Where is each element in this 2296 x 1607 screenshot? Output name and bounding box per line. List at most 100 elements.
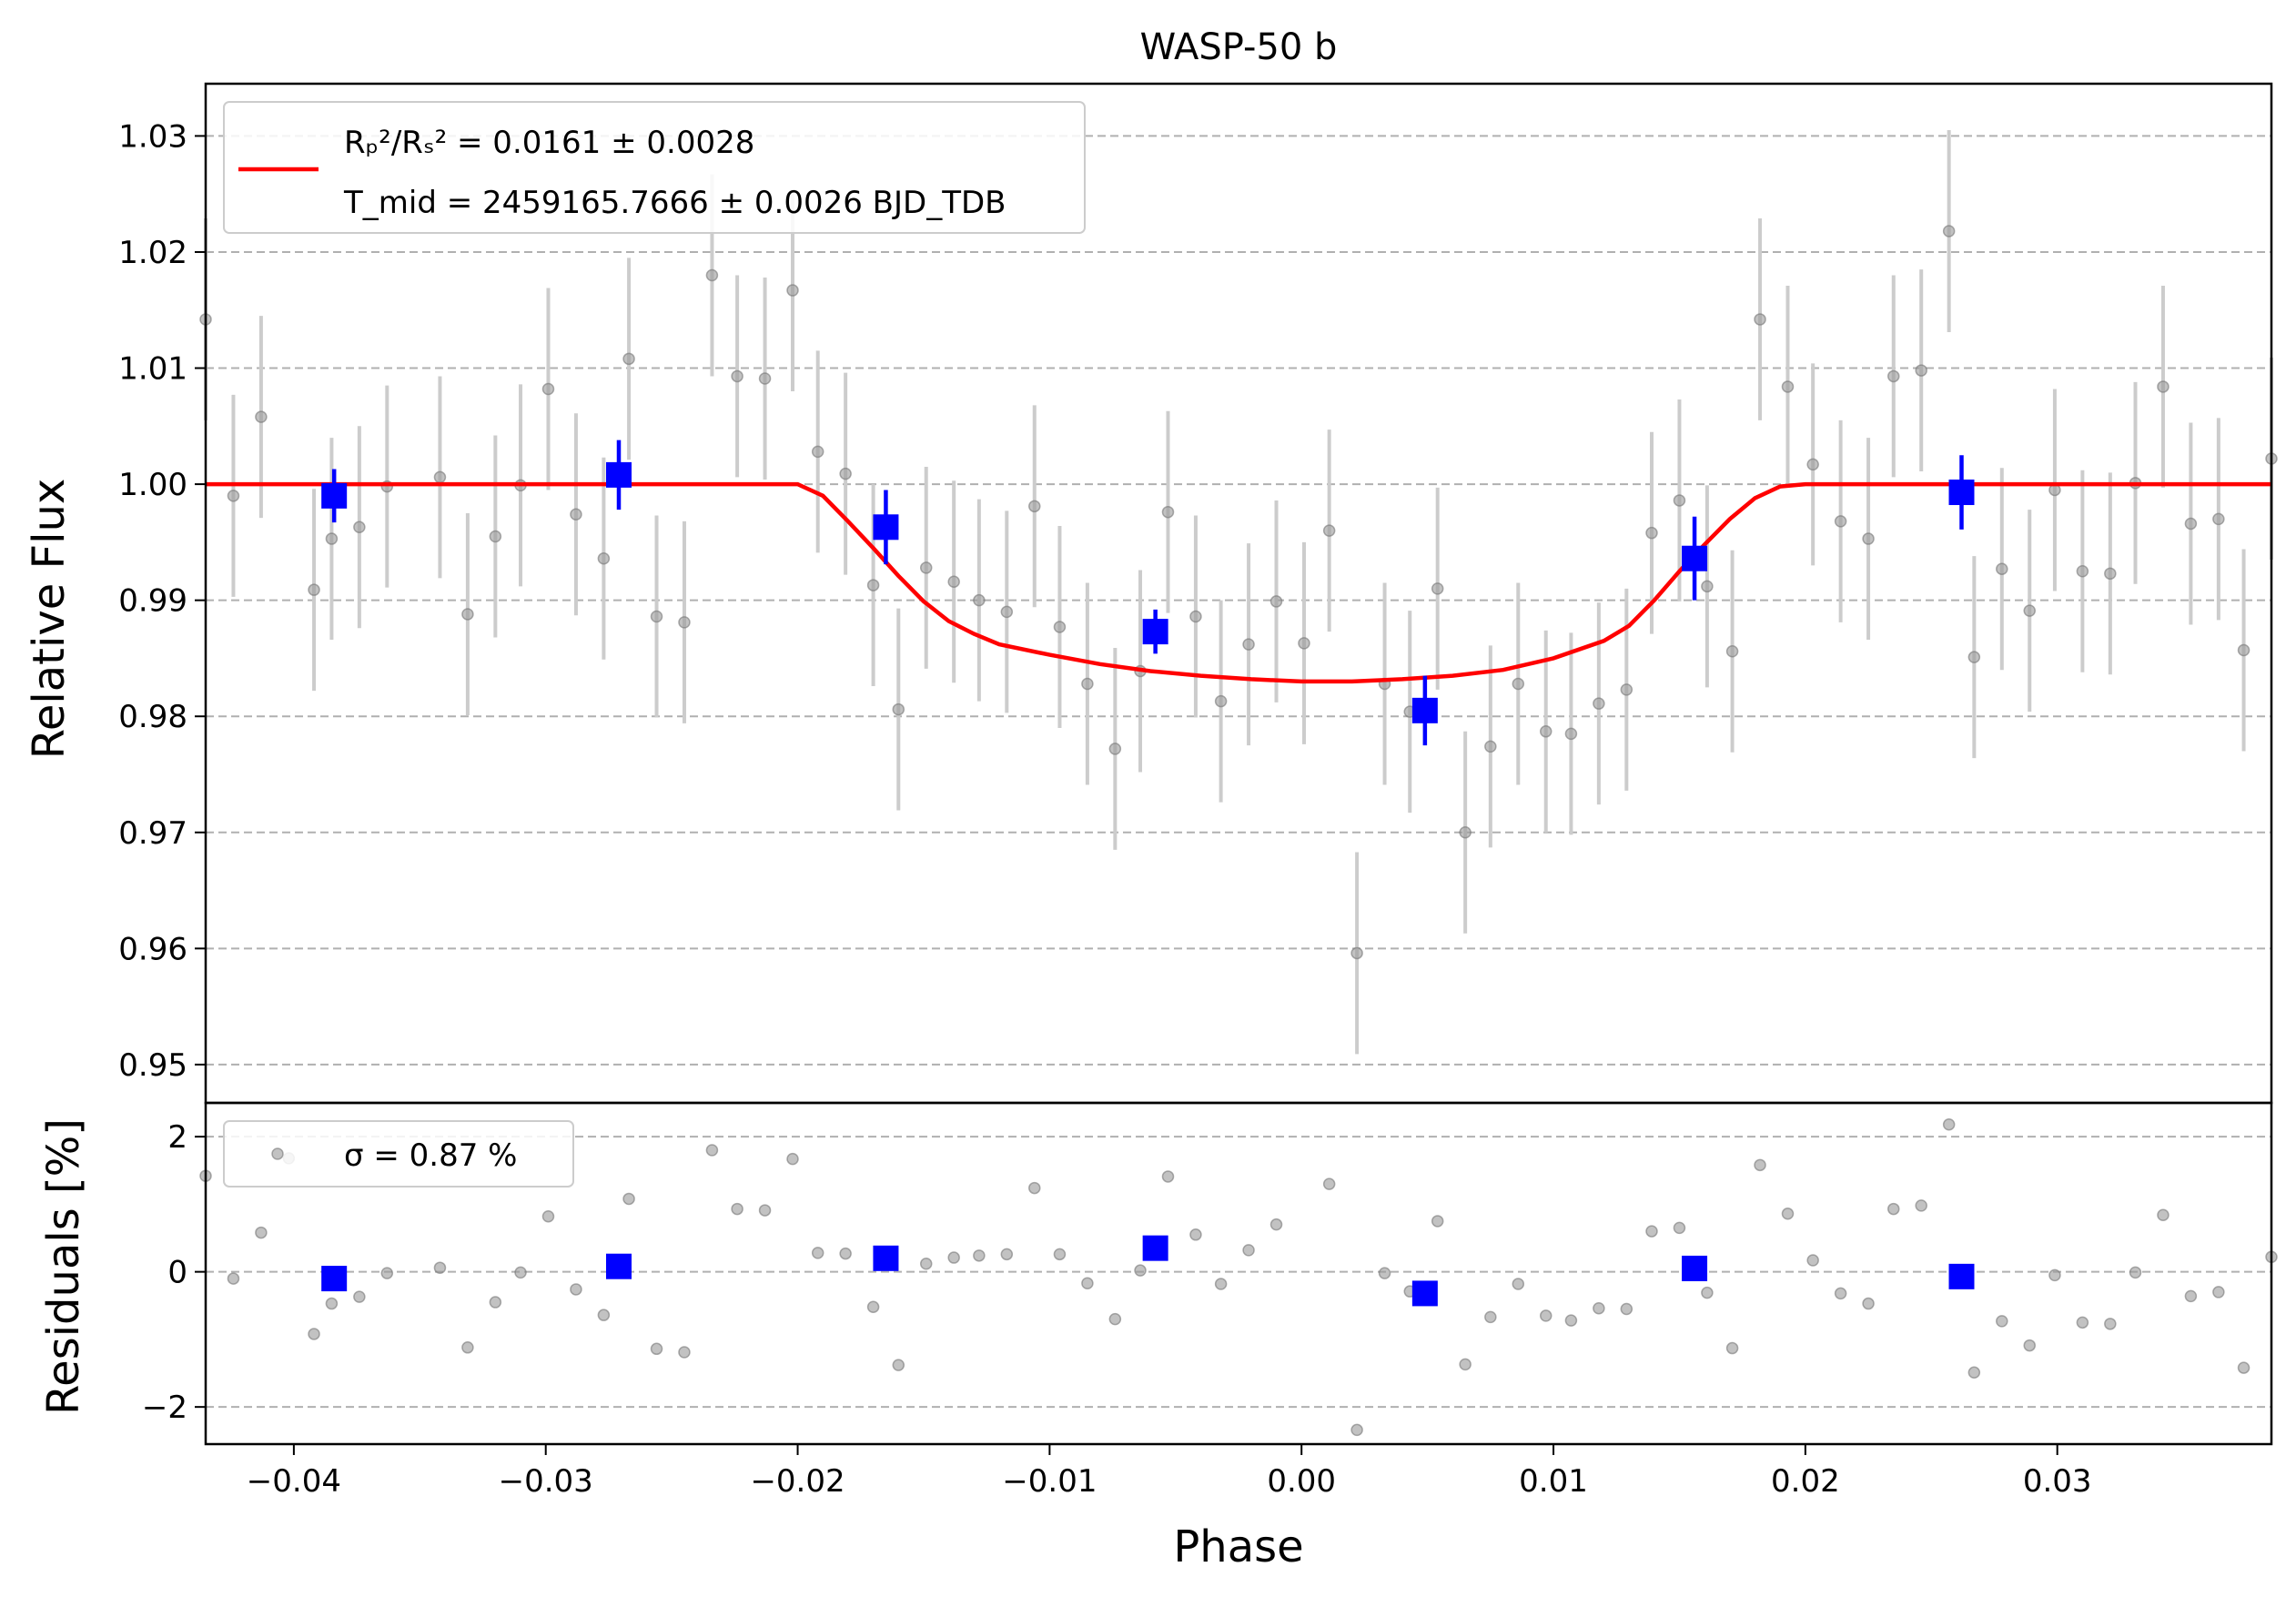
residual-point — [489, 1296, 502, 1309]
binned-residual-point — [1411, 1280, 1438, 1307]
bottom-y-tick-label: 0 — [167, 1255, 187, 1291]
flux-point — [1781, 380, 1795, 393]
flux-point — [1701, 580, 1714, 593]
flux-point — [489, 530, 502, 543]
residual-point — [622, 1192, 635, 1206]
bottom-y-tick-label: −2 — [142, 1390, 187, 1426]
residual-point — [1028, 1181, 1041, 1195]
flux-point — [1996, 562, 2008, 575]
binned-flux-point — [1142, 619, 1168, 645]
flux-point — [1806, 458, 1819, 471]
flux-point — [2076, 565, 2089, 578]
bottom-legend-box — [223, 1120, 574, 1188]
x-axis-label: Phase — [1173, 1521, 1303, 1572]
flux-point — [597, 551, 611, 565]
top-y-tick-label: 0.96 — [118, 931, 187, 967]
residual-point — [1484, 1310, 1497, 1324]
flux-point — [1834, 515, 1847, 528]
flux-point — [1161, 505, 1175, 519]
bottom-y-tick-label: 2 — [167, 1119, 187, 1156]
x-tick-label: 0.03 — [2023, 1463, 2092, 1500]
residual-point — [1701, 1286, 1714, 1299]
residual-point — [1189, 1228, 1202, 1241]
residual-point — [1459, 1358, 1472, 1371]
residual-point — [1053, 1248, 1067, 1261]
residual-point — [758, 1204, 772, 1217]
binned-residual-point — [1682, 1255, 1708, 1281]
x-tick-label: 0.01 — [1519, 1463, 1588, 1500]
residual-point — [597, 1309, 611, 1321]
transit-model-line — [206, 481, 2271, 684]
residual-point — [786, 1152, 799, 1166]
residual-point — [1645, 1225, 1658, 1238]
bottom-binned-points — [321, 1235, 1975, 1307]
residual-point — [1915, 1199, 1927, 1212]
residual-point — [514, 1266, 527, 1279]
top-y-tick-label: 1.03 — [118, 118, 187, 155]
flux-point — [1673, 494, 1686, 507]
y-axis-label-flux: Relative Flux — [24, 479, 75, 760]
x-tick-label: −0.04 — [247, 1463, 341, 1500]
bottom-axes-frame — [204, 1101, 2273, 1446]
flux-point — [2212, 512, 2225, 526]
residual-point — [1967, 1366, 1981, 1380]
flux-point — [1539, 725, 1553, 738]
y-axis-label-residuals: Residuals [%] — [38, 1118, 89, 1415]
flux-point — [678, 616, 691, 629]
flux-point — [1484, 740, 1497, 753]
flux-point — [227, 490, 240, 502]
residual-point — [1564, 1314, 1578, 1327]
bottom-background-points — [199, 1118, 2278, 1437]
flux-point — [731, 369, 743, 383]
flux-point — [892, 702, 905, 716]
flux-point — [1053, 621, 1067, 633]
legend-tmid-text: T_mid = 2459165.7666 ± 0.0026 BJD_TDB — [343, 185, 1006, 221]
flux-point — [325, 532, 339, 545]
bottom-legend-marker — [271, 1147, 284, 1160]
binned-residual-point — [321, 1266, 348, 1292]
residual-point — [570, 1283, 582, 1296]
flux-point — [811, 445, 824, 459]
residual-point — [650, 1342, 663, 1356]
residual-point — [731, 1202, 743, 1216]
x-tick-label: −0.01 — [1002, 1463, 1097, 1500]
residual-point — [2184, 1289, 2198, 1303]
residual-point — [2104, 1318, 2117, 1330]
flux-point — [705, 268, 719, 282]
flux-point — [650, 610, 663, 623]
flux-point — [947, 575, 960, 588]
residual-point — [2076, 1316, 2089, 1329]
residual-point — [1108, 1312, 1122, 1326]
residual-point — [325, 1297, 339, 1310]
residual-point — [1834, 1287, 1847, 1300]
flux-point — [1081, 677, 1094, 691]
top-background-points — [199, 225, 2278, 960]
top-y-tick-label: 0.95 — [118, 1047, 187, 1084]
residual-point — [255, 1226, 268, 1239]
flux-point — [1269, 595, 1283, 608]
residual-point — [1781, 1208, 1795, 1220]
top-y-tick-label: 1.00 — [118, 467, 187, 503]
flux-point — [2184, 517, 2198, 531]
x-tick-label: −0.02 — [750, 1463, 845, 1500]
flux-point — [1000, 605, 1014, 619]
residual-point — [1942, 1118, 1956, 1131]
legend-sigma-text: σ = 0.87 % — [344, 1137, 517, 1174]
flux-point — [758, 372, 772, 385]
flux-point — [866, 579, 880, 591]
residual-point — [1350, 1423, 1363, 1437]
residual-point — [2237, 1361, 2250, 1374]
top-y-tick-label: 0.99 — [118, 583, 187, 620]
flux-point — [1322, 524, 1336, 537]
flux-point — [461, 608, 474, 621]
x-tick-label: 0.00 — [1267, 1463, 1336, 1500]
flux-point — [1887, 369, 1900, 383]
binned-flux-point — [1411, 697, 1438, 723]
top-y-tick-label: 0.97 — [118, 815, 187, 852]
residual-point — [839, 1247, 852, 1260]
flux-point — [1754, 313, 1766, 326]
residual-point — [433, 1261, 447, 1274]
residual-point — [1431, 1215, 1444, 1228]
flux-point — [1431, 582, 1444, 595]
